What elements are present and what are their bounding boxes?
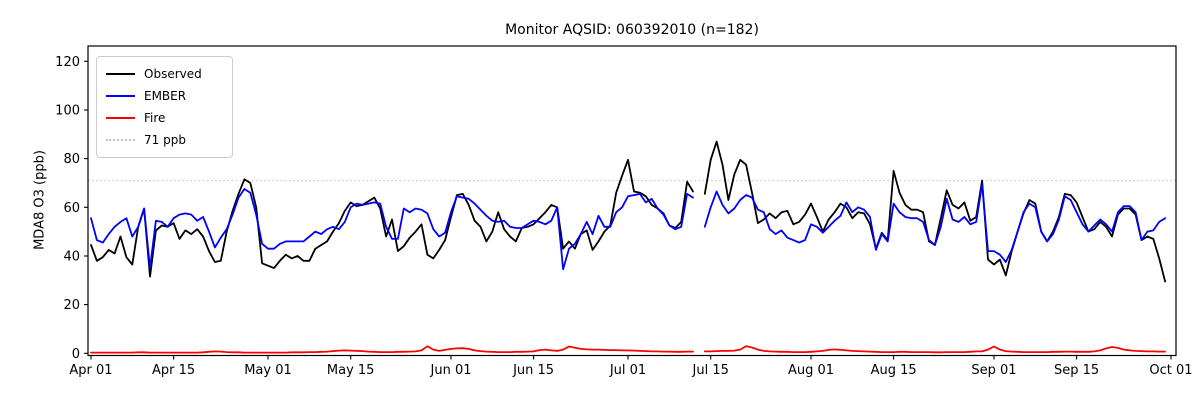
x-tick-label: Jun 15 (512, 363, 554, 378)
x-tick-label: Jul 01 (609, 363, 646, 378)
legend-item-ember: EMBER (106, 85, 222, 107)
x-axis-ticks: Apr 01 Apr 15 May 01 May 15 Jun 01 Jun 15 Jul … (69, 355, 1193, 378)
y-tick-label: 120 (55, 55, 80, 70)
x-tick-label: Jun 01 (430, 363, 472, 378)
x-tick-label: May 15 (327, 363, 375, 378)
ref-line-swatch (106, 139, 135, 141)
x-tick-label: Aug 15 (871, 363, 917, 378)
legend: Observed EMBER Fire 71 ppb (96, 56, 233, 158)
x-tick-label: Oct 01 (1149, 363, 1192, 378)
y-tick-label: 100 (55, 104, 80, 119)
y-tick-label: 40 (63, 250, 80, 265)
ember-line-swatch (106, 95, 135, 97)
legend-label-fire: Fire (144, 111, 166, 125)
series-line-fire (90, 345, 1166, 354)
y-tick-label: 80 (63, 152, 80, 167)
legend-label-ref-line: 71 ppb (144, 133, 186, 147)
x-tick-label: Aug 01 (788, 363, 834, 378)
x-tick-label: Apr 01 (69, 363, 112, 378)
legend-item-fire: Fire (106, 107, 222, 129)
y-axis-ticks: 0 20 40 60 80 100 120 (55, 55, 88, 362)
x-tick-label: Jul 15 (692, 363, 729, 378)
legend-item-observed: Observed (106, 63, 222, 85)
y-tick-label: 0 (72, 347, 80, 362)
plot-frame (87, 45, 1177, 357)
x-tick-label: May 01 (244, 363, 292, 378)
y-tick-label: 20 (63, 298, 80, 313)
chart-title: Monitor AQSID: 060392010 (n=182) (505, 22, 759, 38)
legend-item-ref-line: 71 ppb (106, 129, 222, 151)
observed-line-swatch (106, 73, 135, 75)
x-tick-label: Apr 15 (152, 363, 195, 378)
legend-label-ember: EMBER (144, 89, 187, 103)
legend-label-observed: Observed (144, 67, 202, 81)
y-tick-label: 60 (63, 201, 80, 216)
x-tick-label: Sep 15 (1054, 363, 1099, 378)
series-line-ember (90, 183, 1166, 271)
x-tick-label: Sep 01 (971, 363, 1016, 378)
fire-line-swatch (106, 117, 135, 119)
